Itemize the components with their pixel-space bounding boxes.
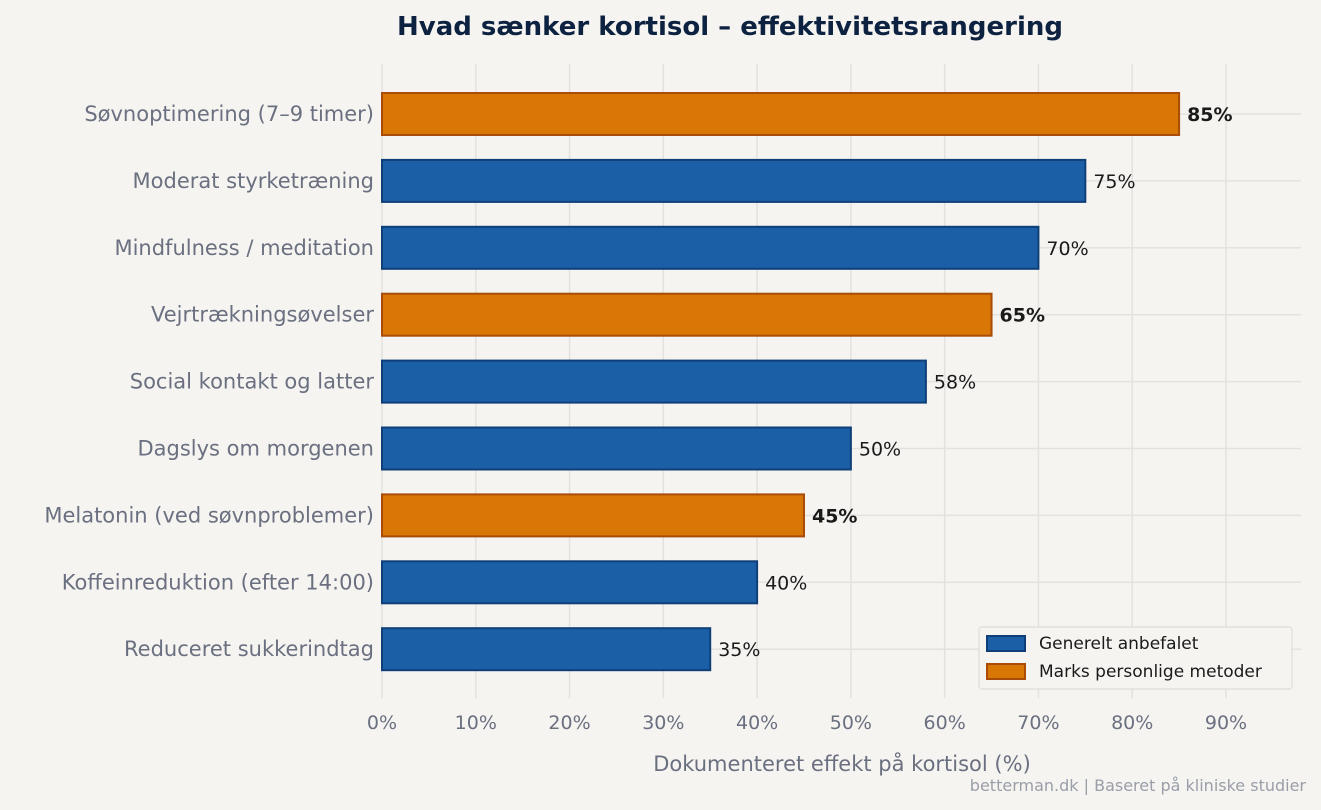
legend-swatch xyxy=(986,663,1026,680)
category-label: Social kontakt og latter xyxy=(130,370,375,394)
x-axis-label: Dokumenteret effekt på kortisol (%) xyxy=(653,751,1031,776)
x-tick-label: 90% xyxy=(1205,712,1247,734)
x-tick-label: 0% xyxy=(367,712,397,734)
bar xyxy=(381,359,927,404)
legend-label: Generelt anbefalet xyxy=(1039,634,1199,654)
value-label: 85% xyxy=(1187,104,1232,126)
category-label: Melatonin (ved søvnproblemer) xyxy=(44,503,374,527)
category-label: Koffeinreduktion (efter 14:00) xyxy=(62,570,374,594)
value-label: 70% xyxy=(1046,238,1088,260)
x-tick-label: 30% xyxy=(642,712,684,734)
bar xyxy=(381,493,805,538)
legend: Generelt anbefalet Marks personlige metod… xyxy=(978,626,1293,690)
value-label: 45% xyxy=(812,505,857,527)
category-labels: Søvnoptimering (7–9 timer) Moderat styrke… xyxy=(44,102,374,661)
bar xyxy=(381,92,1181,136)
category-label: Dagslys om morgenen xyxy=(137,437,374,461)
x-tick-label: 20% xyxy=(548,712,590,734)
source-note: betterman.dk | Baseret på kliniske studi… xyxy=(970,776,1307,795)
value-label: 50% xyxy=(859,439,901,461)
bar xyxy=(381,292,993,337)
bar xyxy=(381,560,759,605)
legend-frame xyxy=(978,626,1293,690)
value-labels: 85% 75% 70% 65% 58% 50% 45% 40% 35% xyxy=(718,104,1232,661)
x-tick-label: 80% xyxy=(1111,712,1153,734)
value-label: 65% xyxy=(1000,305,1045,327)
x-tick-labels: 0% 10% 20% 30% 40% 50% 60% 70% 80% 90% xyxy=(367,712,1247,734)
category-label: Reduceret sukkerindtag xyxy=(124,637,374,661)
value-label: 40% xyxy=(765,572,807,594)
legend-label: Marks personlige metoder xyxy=(1039,662,1262,682)
category-label: Vejrtrækningsøvelser xyxy=(151,303,374,327)
x-tick-label: 50% xyxy=(830,712,872,734)
bar xyxy=(381,158,1087,203)
bar xyxy=(381,426,852,471)
chart-title: Hvad sænker kortisol – effektivitetsrang… xyxy=(397,12,1063,42)
x-tick-label: 10% xyxy=(455,712,497,734)
bar xyxy=(381,225,1040,270)
category-label: Søvnoptimering (7–9 timer) xyxy=(84,102,374,126)
category-label: Mindfulness / meditation xyxy=(114,236,374,260)
value-label: 35% xyxy=(718,639,760,661)
x-tick-label: 70% xyxy=(1017,712,1059,734)
bar xyxy=(381,627,712,672)
x-tick-label: 40% xyxy=(736,712,778,734)
legend-items: Generelt anbefalet Marks personlige metod… xyxy=(986,634,1262,682)
category-label: Moderat styrketræning xyxy=(133,169,374,193)
legend-swatch xyxy=(986,635,1026,652)
value-label: 58% xyxy=(934,372,976,394)
value-label: 75% xyxy=(1093,171,1135,193)
bars-layer xyxy=(381,92,1181,672)
x-tick-label: 60% xyxy=(924,712,966,734)
